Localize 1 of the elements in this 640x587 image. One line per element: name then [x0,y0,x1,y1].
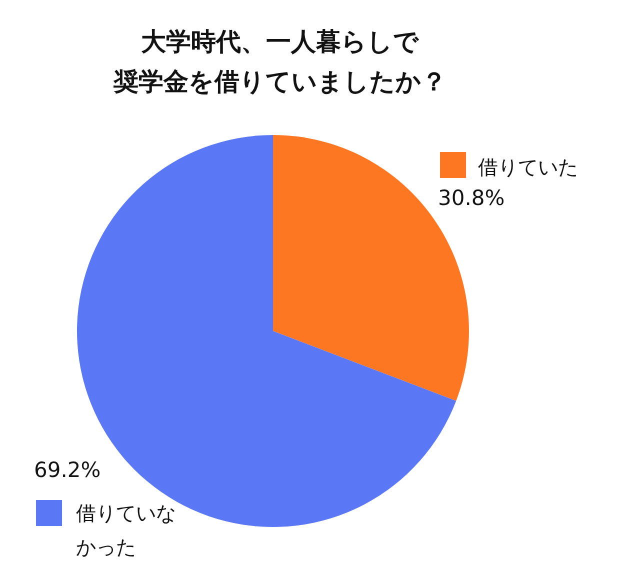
title: 大学時代、一人暮らしで奨学金を借りていましたか？ [112,26,448,98]
